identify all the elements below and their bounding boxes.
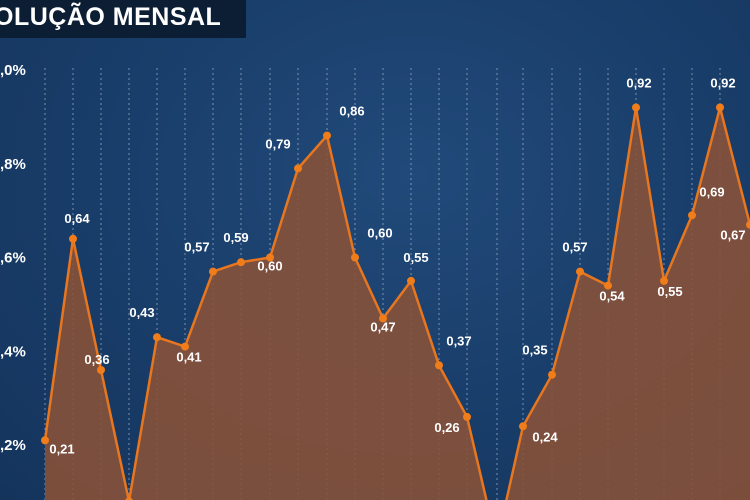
data-labels: 0,21 0,64 0,36 0,43 0,41 0,57 0,59 0,60 0,79 0,86…	[49, 76, 745, 457]
chart-title: OLUÇÃO MENSAL	[0, 3, 222, 31]
data-point-15	[435, 361, 443, 370]
series-area	[43, 106, 750, 500]
data-point-19	[519, 422, 527, 431]
data-point-9	[266, 253, 274, 262]
data-label-1: 0,21	[49, 441, 74, 456]
data-point-21	[576, 267, 584, 276]
data-label-9: 0,60	[257, 259, 282, 274]
data-point-10	[294, 164, 302, 173]
data-points	[41, 103, 750, 500]
y-tick-label-2: ,4%	[0, 343, 26, 360]
data-label-8: 0,59	[223, 230, 248, 245]
area-fill	[45, 107, 750, 500]
data-point-26	[716, 103, 724, 112]
data-label-13: 0,47	[370, 319, 395, 334]
data-label-21: 0,57	[562, 240, 587, 255]
data-point-5	[153, 333, 161, 342]
title-bar: OLUÇÃO MENSAL	[0, 0, 246, 38]
data-label-20: 0,35	[522, 343, 547, 358]
data-label-19: 0,24	[532, 429, 558, 444]
data-point-14	[407, 276, 415, 285]
data-point-8	[237, 258, 245, 267]
data-label-23: 0,92	[626, 76, 651, 91]
data-label-5: 0,43	[129, 305, 154, 320]
data-point-1	[41, 436, 49, 445]
data-point-12	[351, 253, 359, 262]
data-label-10: 0,79	[265, 136, 290, 151]
data-point-13	[379, 314, 387, 323]
data-label-14: 0,55	[403, 250, 428, 265]
y-tick-label-5: ,0%	[0, 62, 26, 79]
data-point-23	[632, 103, 640, 112]
data-label-27: 0,67	[720, 228, 745, 243]
data-label-7: 0,57	[184, 240, 209, 255]
data-label-3: 0,36	[84, 352, 109, 367]
data-label-15: 0,37	[446, 333, 471, 348]
data-label-2: 0,64	[64, 211, 90, 226]
data-point-6	[181, 342, 189, 351]
data-label-25: 0,69	[699, 184, 724, 199]
data-label-16: 0,26	[434, 420, 459, 435]
y-tick-label-4: ,8%	[0, 156, 26, 173]
data-label-6: 0,41	[176, 350, 201, 365]
y-axis: ,2% ,4% ,6% ,8% ,0%	[0, 62, 26, 454]
data-point-2	[69, 234, 77, 243]
y-tick-label-1: ,2%	[0, 437, 26, 454]
data-point-4	[125, 497, 133, 500]
data-label-26: 0,92	[710, 76, 735, 91]
data-label-12: 0,60	[367, 226, 392, 241]
data-label-24: 0,55	[657, 284, 682, 299]
data-point-11	[323, 131, 331, 140]
data-point-16	[463, 412, 471, 421]
data-point-27	[746, 220, 750, 229]
data-point-24	[660, 276, 668, 285]
data-point-7	[209, 267, 217, 276]
data-point-22	[604, 281, 612, 290]
data-point-25	[688, 211, 696, 220]
data-label-22: 0,54	[599, 289, 625, 304]
data-label-11: 0,86	[339, 104, 364, 119]
data-point-20	[548, 370, 556, 379]
y-tick-label-3: ,6%	[0, 250, 26, 267]
data-point-3	[97, 366, 105, 374]
